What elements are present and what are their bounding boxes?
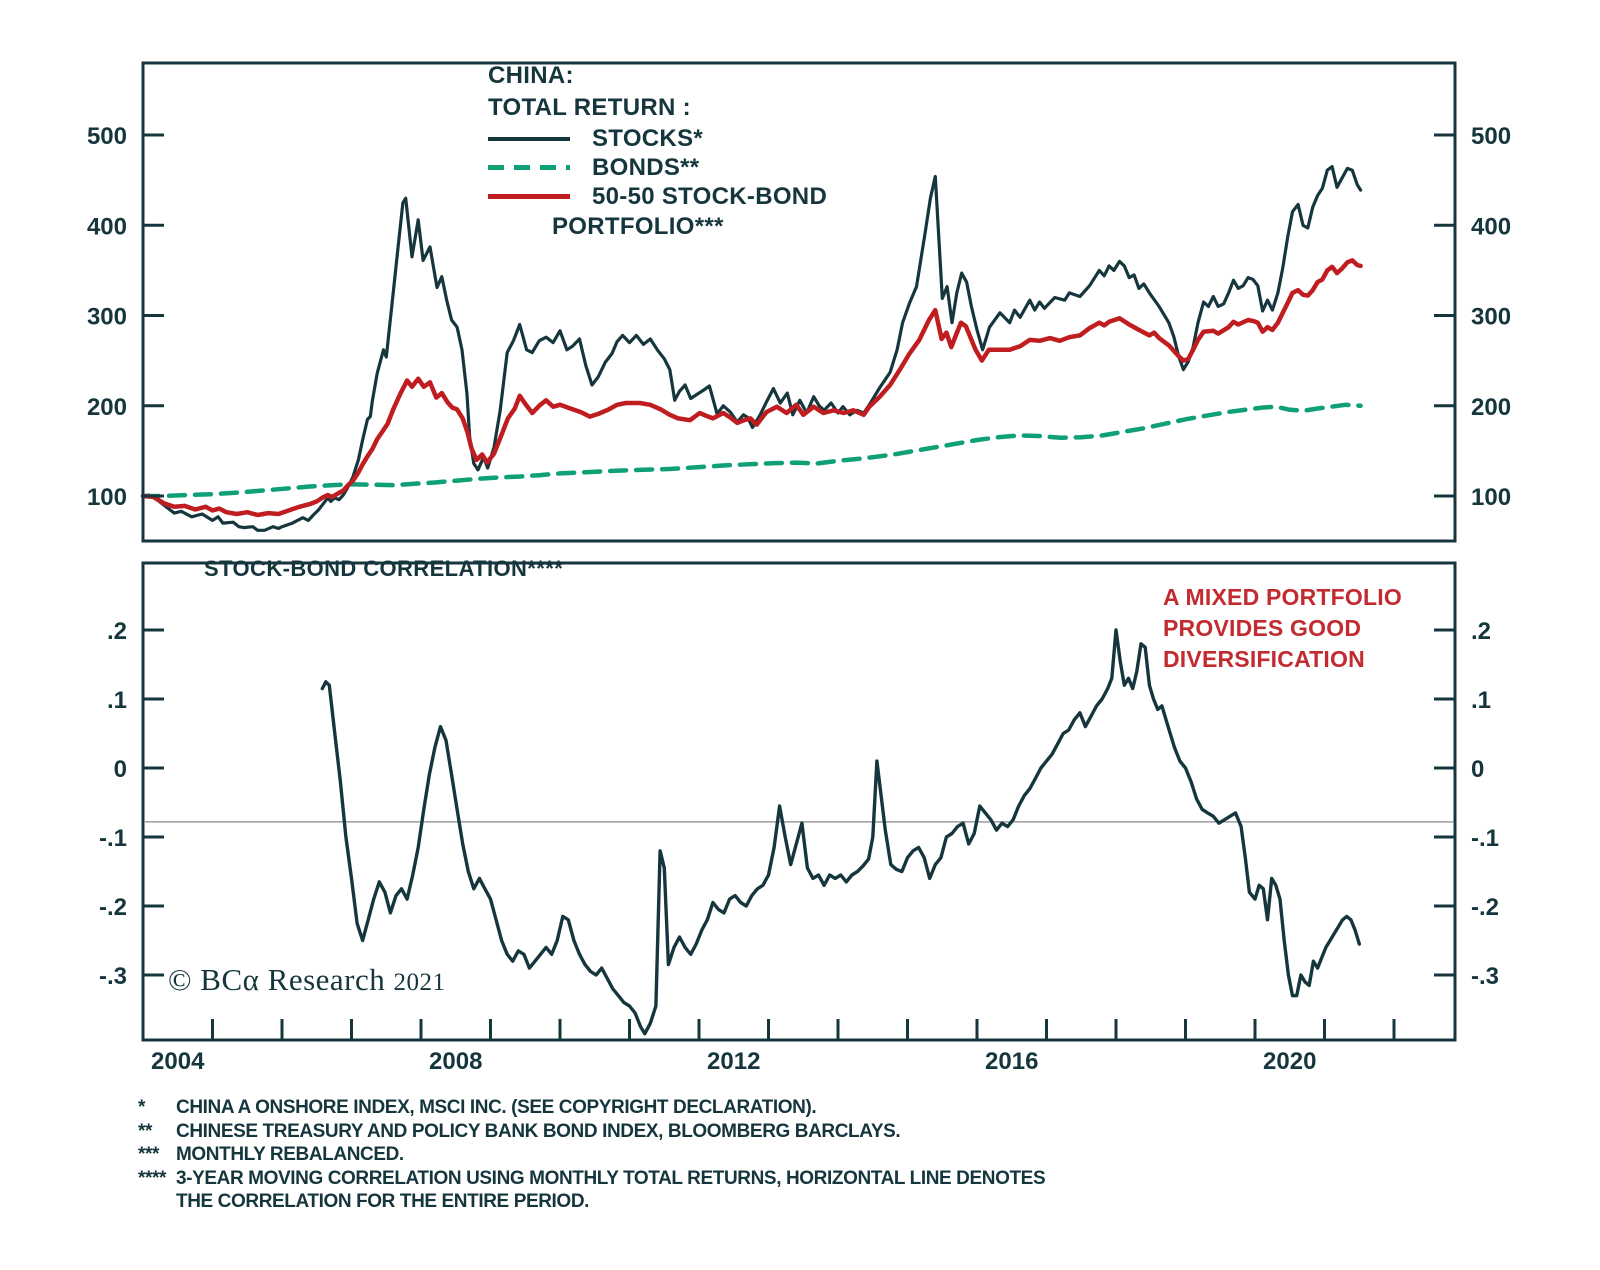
total-return-panel: 500 500 400 400 300 300 200 200 100 100 [87, 61, 1511, 543]
y-tick-label-left: 400 [87, 213, 127, 240]
footnote-2: ** CHINESE TREASURY AND POLICY BANK BOND … [138, 1120, 1318, 1144]
stocks-line-swatch [488, 136, 570, 141]
portfolio-line [140, 258, 1363, 518]
legend-item-portfolio: 50-50 STOCK-BOND [488, 182, 827, 211]
correlation-border [141, 561, 1457, 1042]
legend-item-bonds: BONDS** [488, 153, 827, 182]
copyright-year: 2021 [393, 969, 446, 996]
footnote-text: MONTHLY REBALANCED. [176, 1144, 404, 1165]
legend-label-portfolio: 50-50 STOCK-BOND [592, 182, 828, 210]
y-tick-label-right: .2 [1471, 618, 1491, 645]
legend-title-line1: CHINA: [488, 62, 574, 89]
footnote-text: CHINESE TREASURY AND POLICY BANK BOND IN… [176, 1120, 901, 1142]
y-tick-label-left: 100 [87, 484, 127, 511]
y-tick-label-right: .1 [1471, 687, 1491, 714]
bonds-line-swatch [488, 165, 570, 170]
copyright: © BCα Research 2021 [168, 962, 446, 998]
y-tick-label-left: .2 [107, 618, 127, 645]
footnote-marker: *** [138, 1144, 159, 1165]
y-tick-label-right: 400 [1471, 213, 1511, 240]
y-tick-label-right: -.1 [1471, 825, 1499, 852]
legend-item-stocks: STOCKS* [488, 124, 827, 153]
footnote-text: 3-YEAR MOVING CORRELATION USING MONTHLY … [176, 1167, 1046, 1213]
y-tick-label-right: 200 [1471, 394, 1511, 421]
footnote-marker: ** [138, 1120, 152, 1142]
legend-title-line2: TOTAL RETURN : [488, 94, 691, 121]
footnote-4: **** 3-YEAR MOVING CORRELATION USING MONT… [138, 1167, 1318, 1214]
y-tick-label-left: -.3 [99, 963, 127, 990]
y-tick-label-left: -.1 [99, 825, 127, 852]
copyright-text: © BCα Research [168, 962, 386, 997]
footnote-1: * CHINA A ONSHORE INDEX, MSCI INC. (SEE C… [138, 1096, 1318, 1120]
annotation-mixed-portfolio: A MIXED PORTFOLIO PROVIDES GOOD DIVERSIF… [1163, 584, 1402, 672]
legend-label-stocks: STOCKS* [592, 124, 704, 152]
x-tick-label: 2016 [985, 1048, 1038, 1075]
correlation-panel: .2 .2 .1 .1 0 0 -.1 -.1 -.2 -.2 -.3 -.3 2004 2008 2012… [99, 561, 1499, 1075]
y-tick-label-right: 100 [1471, 484, 1511, 511]
correlation-panel-title: STOCK-BOND CORRELATION**** [204, 556, 564, 581]
y-tick-label-left: 200 [87, 394, 127, 421]
x-tick-label: 2012 [707, 1048, 760, 1075]
y-tick-label-right: -.2 [1471, 894, 1499, 921]
legend: CHINA: TOTAL RETURN : STOCKS* BONDS** 50… [488, 60, 827, 243]
y-tick-label-left: .1 [107, 687, 127, 714]
y-tick-label-left: 300 [87, 304, 127, 331]
y-tick-label-right: 300 [1471, 304, 1511, 331]
x-tick-label: 2008 [429, 1048, 482, 1075]
footnotes: * CHINA A ONSHORE INDEX, MSCI INC. (SEE C… [138, 1096, 1318, 1214]
y-tick-label-left: 0 [114, 756, 127, 783]
y-tick-label-left: -.2 [99, 894, 127, 921]
footnote-marker: * [138, 1097, 145, 1118]
y-tick-label-left: 500 [87, 123, 127, 150]
x-tick-label: 2004 [151, 1048, 205, 1075]
total-return-border [141, 61, 1457, 543]
x-tick-label: 2020 [1263, 1048, 1316, 1075]
footnote-3: *** MONTHLY REBALANCED. [138, 1143, 1318, 1167]
portfolio-line-swatch [488, 194, 570, 199]
correlation-line [320, 628, 1362, 1036]
footnote-text: CHINA A ONSHORE INDEX, MSCI INC. (SEE CO… [176, 1097, 817, 1118]
y-tick-label-right: -.3 [1471, 963, 1499, 990]
y-tick-label-right: 500 [1471, 123, 1511, 150]
y-tick-label-right: 0 [1471, 756, 1484, 783]
footnote-marker: **** [138, 1167, 166, 1189]
legend-label-portfolio-line2: PORTFOLIO*** [552, 213, 724, 240]
bonds-line [140, 402, 1363, 499]
legend-label-bonds: BONDS** [592, 153, 700, 181]
